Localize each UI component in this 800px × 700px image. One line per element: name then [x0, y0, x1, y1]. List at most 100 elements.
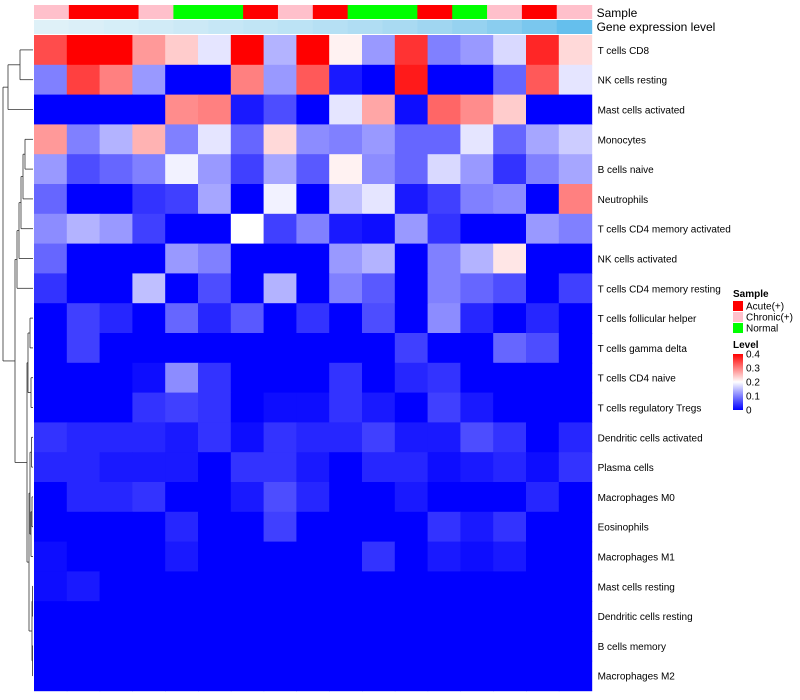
sample-annotation-cell: [277, 5, 314, 19]
heatmap-cell: [296, 511, 330, 543]
sample-annotation-cell: [417, 5, 453, 19]
heatmap-cell: [198, 392, 232, 423]
heatmap-cell: [493, 362, 527, 394]
heatmap-cell: [198, 35, 232, 66]
heatmap-cell: [460, 184, 494, 215]
heatmap-cell: [263, 482, 297, 513]
heatmap-cell: [263, 213, 297, 245]
heatmap-cell: [34, 273, 68, 304]
heatmap-cell: [99, 511, 133, 543]
heatmap-cell: [526, 601, 560, 632]
heatmap-cell: [132, 482, 166, 513]
heatmap-cell: [198, 601, 232, 632]
heatmap-cell: [427, 35, 461, 66]
heatmap-cell: [99, 35, 133, 66]
heatmap-cell: [34, 362, 68, 394]
sample-annotation-cell: [521, 5, 558, 19]
heatmap-cell: [558, 452, 593, 483]
heatmap-cell: [460, 243, 494, 274]
heatmap-cell: [394, 392, 429, 423]
heatmap-cell: [34, 333, 68, 364]
row-label: T cells CD4 memory resting: [598, 284, 721, 295]
heatmap-cell: [329, 213, 363, 245]
heatmap-cell: [460, 124, 494, 155]
sample-annotation-cell: [208, 5, 244, 19]
heatmap-cell: [198, 273, 232, 304]
row-label: NK cells activated: [598, 255, 677, 266]
heatmap-cell: [558, 124, 593, 155]
heatmap-cell: [132, 184, 166, 215]
heatmap-cell: [230, 482, 265, 513]
heatmap-cell: [493, 571, 527, 602]
heatmap-cell: [493, 482, 527, 513]
heatmap-cell: [329, 660, 363, 692]
heatmap-cell: [34, 184, 68, 215]
gene-expression-annotation-cell: [382, 20, 418, 34]
heatmap-cell: [362, 571, 396, 602]
heatmap-cell: [66, 511, 101, 543]
heatmap-cell: [230, 303, 265, 334]
heatmap-cell: [198, 660, 232, 692]
heatmap-cell: [99, 541, 133, 572]
heatmap-cell: [427, 273, 461, 304]
heatmap-cell: [362, 243, 396, 274]
heatmap-cell: [230, 571, 265, 602]
heatmap-cell: [34, 511, 68, 543]
row-label: Plasma cells: [598, 463, 654, 474]
sample-annotation-cell: [34, 5, 70, 19]
heatmap-cell: [34, 601, 68, 632]
gene-expression-annotation-cell: [521, 20, 558, 34]
legend-sample-swatch: [733, 323, 743, 333]
heatmap-cell: [263, 362, 297, 394]
heatmap-cell: [263, 273, 297, 304]
heatmap-cell: [198, 571, 232, 602]
heatmap-cell: [263, 660, 297, 692]
heatmap-cell: [558, 64, 593, 96]
heatmap-cell: [34, 541, 68, 572]
heatmap-cell: [230, 213, 265, 245]
heatmap-cell: [99, 392, 133, 423]
legend-sample-label: Chronic(+): [746, 313, 793, 324]
heatmap-cell: [99, 94, 133, 125]
row-label: Dendritic cells activated: [598, 433, 703, 444]
heatmap-cell: [66, 452, 101, 483]
heatmap-cell: [198, 333, 232, 364]
heatmap-cell: [34, 303, 68, 334]
legend-level-tick: 0: [746, 406, 752, 417]
heatmap-cell: [394, 362, 429, 394]
heatmap-cell: [34, 243, 68, 274]
heatmap-cell: [263, 452, 297, 483]
heatmap-cell: [558, 154, 593, 185]
heatmap-cell: [263, 631, 297, 662]
heatmap-cell: [362, 482, 396, 513]
heatmap-cell: [362, 64, 396, 96]
heatmap-cell: [296, 333, 330, 364]
heatmap-cell: [132, 660, 166, 692]
heatmap-cell: [427, 154, 461, 185]
heatmap-cell: [526, 362, 560, 394]
heatmap-cell: [132, 213, 166, 245]
heatmap-cell: [427, 124, 461, 155]
heatmap-cell: [526, 154, 560, 185]
heatmap-cell: [165, 333, 199, 364]
heatmap-cell: [66, 94, 101, 125]
heatmap-cell: [362, 124, 396, 155]
heatmap-cell: [132, 631, 166, 662]
row-label: T cells follicular helper: [598, 314, 697, 325]
heatmap-cell: [493, 213, 527, 245]
gene-expression-annotation-cell: [487, 20, 523, 34]
heatmap-cell: [329, 243, 363, 274]
heatmap-cell: [132, 94, 166, 125]
gene-expression-annotation-cell: [138, 20, 174, 34]
heatmap-cell: [329, 631, 363, 662]
heatmap-cell: [99, 422, 133, 453]
heatmap-cell: [362, 541, 396, 572]
heatmap-cell: [263, 571, 297, 602]
heatmap-cell: [99, 660, 133, 692]
heatmap-cell: [296, 243, 330, 274]
heatmap-cell: [66, 571, 101, 602]
heatmap-cell: [165, 392, 199, 423]
heatmap-cell: [526, 243, 560, 274]
heatmap-cell: [526, 213, 560, 245]
heatmap-cell: [263, 333, 297, 364]
